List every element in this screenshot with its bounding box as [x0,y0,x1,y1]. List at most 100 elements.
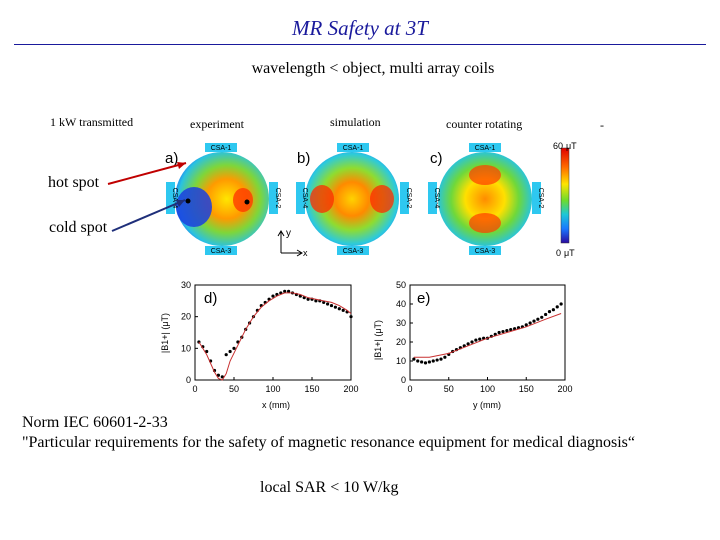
y-tick-label: 0 [401,375,406,385]
measured-point [524,323,528,327]
measured-point [540,315,544,319]
simulation-line [198,292,352,381]
y-tick-label: 0 [186,375,191,385]
panel-a-left-label: CSA-4 [171,188,178,209]
measured-point [555,305,559,309]
measured-point [322,300,326,305]
measured-point [466,342,470,346]
colorbar-min: 0 [556,248,561,258]
measured-point [283,289,287,293]
measured-point [435,358,439,362]
x-tick-label: 150 [304,384,319,394]
norm-line-2: "Particular requirements for the safety … [22,434,635,451]
measured-point [306,297,310,301]
panel-c-bottom-label: CSA-3 [475,248,496,255]
chart-e-panel-letter: e) [417,290,430,307]
measured-point [329,303,334,308]
chart-e: e) y (mm) |B1+| (μT) 0 50 100 150 200 0 10 20 30… [373,280,573,410]
x-tick-label: 100 [480,384,495,394]
y-tick-label: 20 [181,312,191,322]
label-experiment: experiment [190,117,244,131]
measured-point [423,361,428,365]
measured-point [205,349,209,354]
colorbar-unit: μT [566,141,577,151]
axis-x-indicator: x [303,248,308,258]
colorbar-max: 60 [553,141,563,151]
x-tick-label: 0 [192,384,197,394]
measured-point [333,305,337,309]
x-tick-label: 0 [407,384,412,394]
measured-point [551,308,555,312]
measured-point [314,299,318,303]
measured-point [536,317,540,321]
measured-point [509,328,513,332]
measured-point [232,346,236,350]
measured-point [544,312,548,317]
measured-point [349,315,353,319]
panel-a-bottom-label: CSA-3 [211,248,232,255]
label-counter-rotating: counter rotating [446,117,523,131]
chart-d-panel-letter: d) [204,290,217,307]
measured-point [216,373,220,377]
x-tick-label: 50 [229,384,239,394]
label-simulation: simulation [330,115,381,129]
y-tick-label: 40 [396,299,406,309]
x-tick-label: 200 [343,384,358,394]
hot-spot-label: hot spot [48,174,100,191]
measured-point [547,310,552,314]
chart-d-frame [194,284,352,381]
measured-point [439,357,443,361]
panel-b-letter: b) [297,150,310,167]
measured-point [341,308,345,312]
measured-point [420,360,424,364]
panel-a-right-label: CSA-2 [274,188,281,209]
x-tick-label: 100 [265,384,280,394]
measured-point [427,360,431,364]
y-tick-label: 10 [181,343,191,353]
colorbar [560,147,570,244]
hot-spot-arrow [107,162,187,185]
measured-point [505,329,509,333]
panel-b-left-label: CSA-4 [301,188,308,209]
field-map-a: a) CSA-1 CSA-3 CSA-4 CSA-2 [165,143,281,255]
title-rule [14,44,706,45]
field-map-c: c) CSA-1 CSA-3 CSA-4 CSA-2 [428,143,544,255]
y-tick-label: 10 [396,356,406,366]
cold-spot-label: cold spot [49,219,108,236]
measured-point [326,302,330,306]
panel-c-letter: c) [430,150,443,167]
measured-point [443,355,447,359]
measured-point [224,353,228,357]
norm-line-1: Norm IEC 60601-2-33 [22,414,168,431]
label-dash: - [600,118,604,132]
x-tick-label: 50 [444,384,454,394]
measured-point [474,338,478,342]
panel-c-left-label: CSA-4 [433,188,440,209]
measured-point [271,294,275,298]
panel-c-top-label: CSA-1 [475,145,496,152]
measured-point [412,357,416,361]
measured-point [470,340,474,344]
panel-b-bottom-label: CSA-3 [343,248,364,255]
chart-e-ylabel: |B1+| (μT) [373,320,383,360]
chart-d-ylabel: |B1+| (μT) [160,313,170,353]
x-tick-label: 150 [519,384,534,394]
panel-b-right-label: CSA-2 [405,188,412,209]
y-tick-label: 30 [181,280,191,290]
x-tick-label: 200 [557,384,572,394]
panel-a-top-label: CSA-1 [211,145,232,152]
label-1kw-transmitted: 1 kW transmitted [50,115,134,129]
slide-subtitle: wavelength < object, multi array coils [251,60,495,77]
chart-d: d) x (mm) |B1+| (μT) 0 50 100 150 200 0 10 20 30 [160,280,359,410]
measured-point [416,359,420,363]
field-map-b: b) CSA-1 CSA-3 CSA-4 CSA-2 [296,143,412,255]
chart-d-xlabel: x (mm) [262,400,290,410]
measured-point [528,321,532,325]
y-tick-label: 50 [396,280,406,290]
axes-indicator [277,230,303,257]
sar-limit: local SAR < 10 W/kg [260,479,399,496]
colorbar-unit-min: μT [564,248,575,258]
panel-a-letter: a) [165,150,178,167]
